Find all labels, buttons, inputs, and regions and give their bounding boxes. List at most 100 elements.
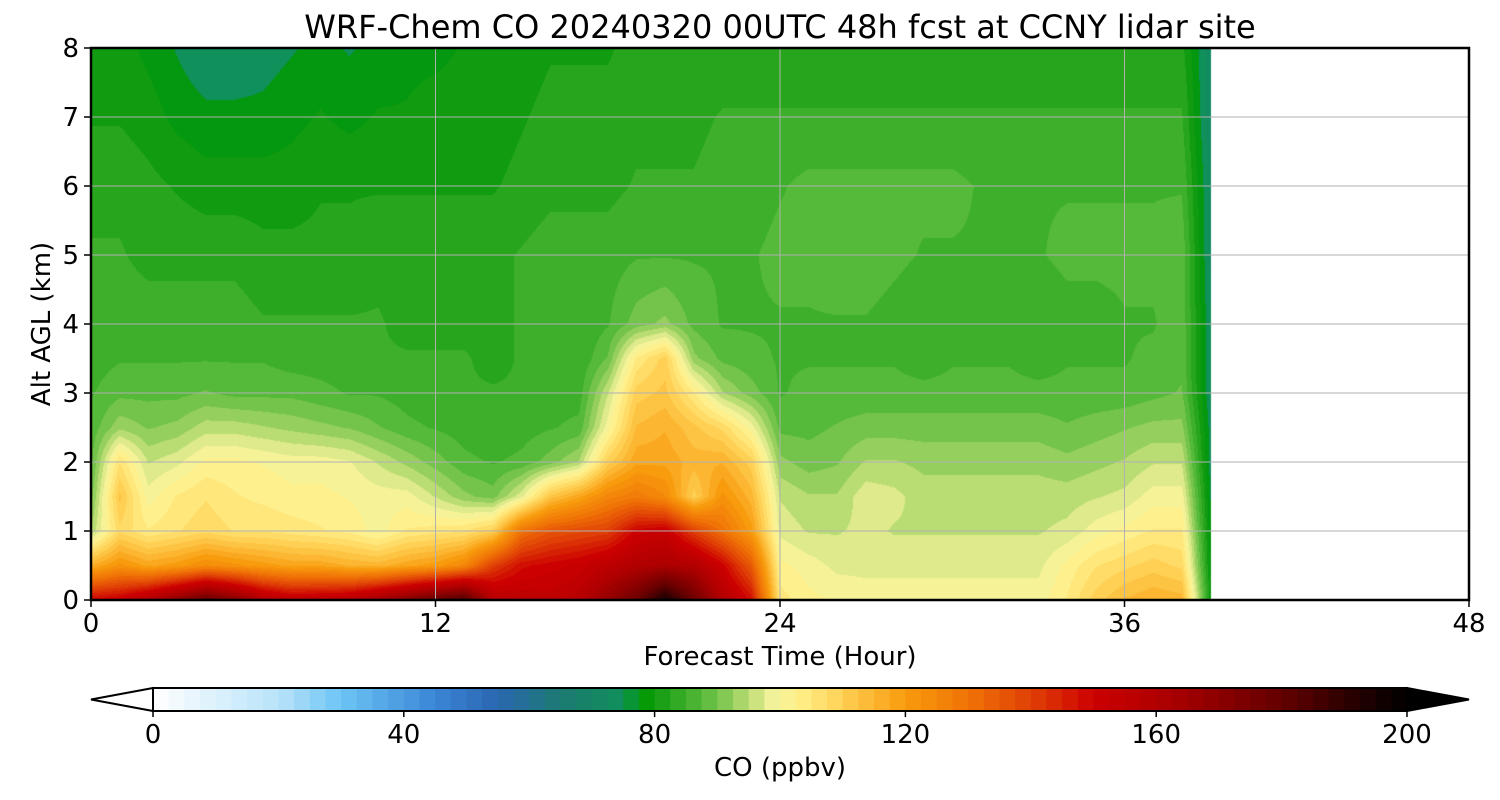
colorbar-cell [1218,688,1236,711]
colorbar-cell [1046,688,1063,711]
colorbar-cell [466,688,483,711]
colorbar-cell [1187,688,1204,711]
colorbar-cell [874,688,891,711]
colorbar-cell [325,688,342,711]
y-tick-label: 0 [62,586,79,616]
x-tick-label: 36 [1108,609,1141,639]
colorbar-cell [294,688,311,711]
y-tick-label: 5 [62,241,79,271]
colorbar-cell [1077,688,1095,711]
colorbar-cell [544,688,562,711]
colorbar-tick-label: 160 [1131,720,1181,750]
x-tick-label: 0 [83,609,100,639]
colorbar-cell [591,688,609,711]
y-tick-label: 7 [62,103,79,133]
colorbar-arrow-max [1406,686,1470,713]
colorbar-cell [1140,688,1157,711]
y-tick-label: 2 [62,448,79,478]
colorbar-cell [1297,688,1314,711]
colorbar-cell [184,688,201,711]
colorbar-cell [968,688,985,711]
colorbar-cell [623,688,640,711]
colorbar-cell [701,688,718,711]
colorbar-cell [748,688,765,711]
colorbar-cell [560,688,577,711]
colorbar-frame [152,687,1408,712]
colorbar-cell [482,688,499,711]
colorbar-cell [654,688,671,711]
colorbar-cell [1030,688,1048,711]
colorbar-cell [811,688,828,711]
x-tick-label: 24 [763,609,796,639]
colorbar-cell [215,688,232,711]
colorbar-cell [717,688,734,711]
colorbar-cell [1344,688,1361,711]
colorbar-cell [1312,688,1330,711]
y-axis-ticks: 0 1 2 3 4 5 6 7 8 [62,34,91,616]
colorbar-tick-label: 200 [1382,720,1432,750]
colorbar-label: CO (ppbv) [714,753,846,783]
colorbar-cell [764,688,781,711]
colorbar-cell [1015,688,1032,711]
colorbar: 0 40 80 120 160 200 CO (ppbv) [90,686,1470,783]
colorbar-cell [921,688,938,711]
colorbar-cell [983,688,1001,711]
colorbar-cell [262,688,279,711]
colorbar-cell [1234,688,1251,711]
x-axis-label: Forecast Time (Hour) [643,642,916,672]
colorbar-cell [1375,688,1392,711]
colorbar-cell [1124,688,1142,711]
colorbar-cell [842,688,859,711]
colorbar-cell [1062,688,1079,711]
colorbar-cell [1391,688,1408,711]
colorbar-cells [153,688,1408,711]
colorbar-cell [607,688,624,711]
x-axis-ticks: 0 12 24 36 48 [83,600,1486,639]
colorbar-cell [936,688,954,711]
colorbar-tick-label: 80 [638,720,671,750]
colorbar-tick-label: 0 [145,720,162,750]
colorbar-cell [1171,688,1189,711]
colorbar-cell [827,688,844,711]
colorbar-cell [795,688,812,711]
colorbar-cell [858,688,875,711]
colorbar-arrow-min [90,686,154,713]
colorbar-cell [529,688,546,711]
colorbar-cell [732,688,750,711]
plot-area [89,46,1471,602]
chart-title: WRF-Chem CO 20240320 00UTC 48h fcst at C… [304,8,1255,46]
colorbar-cell [670,688,687,711]
colorbar-cell [952,688,969,711]
x-tick-label: 48 [1452,609,1485,639]
colorbar-cell [435,688,452,711]
colorbar-cell [1265,688,1283,711]
colorbar-cell [1156,688,1173,711]
colorbar-cell [905,688,922,711]
colorbar-cell [372,688,389,711]
x-tick-label: 12 [419,609,452,639]
colorbar-cell [1093,688,1110,711]
colorbar-tick-label: 120 [881,720,931,750]
colorbar-tick-label: 40 [387,720,420,750]
y-tick-label: 6 [62,172,79,202]
colorbar-cell [356,688,374,711]
y-axis-label: Alt AGL (km) [27,242,57,406]
colorbar-cell [1203,688,1220,711]
colorbar-cell [231,688,248,711]
colorbar-cell [513,688,530,711]
y-tick-label: 1 [62,517,79,547]
colorbar-cell [889,688,906,711]
colorbar-cell [278,688,295,711]
colorbar-cell [247,688,264,711]
colorbar-cell [341,688,358,711]
colorbar-cell [403,688,421,711]
y-tick-label: 8 [62,34,79,64]
colorbar-cell [780,688,797,711]
colorbar-cell [153,688,170,711]
colorbar-cell [685,688,703,711]
colorbar-cell [1359,688,1377,711]
y-tick-label: 4 [62,310,79,340]
colorbar-cell [419,688,436,711]
colorbar-cell [1328,688,1345,711]
